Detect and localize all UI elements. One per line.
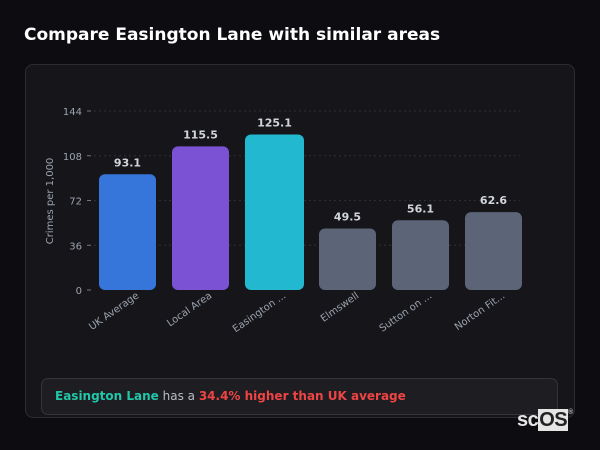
data-label: 62.6 (480, 194, 507, 207)
x-tick-label: Sutton on ... (378, 290, 435, 334)
bar (245, 134, 304, 290)
x-tick-label: Easington ... (231, 290, 288, 335)
x-tick-label: Local Area (165, 290, 214, 329)
y-tick-label: 72 (69, 197, 82, 208)
bar (319, 228, 376, 290)
page-title: Compare Easington Lane with similar area… (24, 25, 441, 45)
comparison-stat: 34.4% higher than UK average (198, 389, 406, 403)
data-label: 115.5 (183, 128, 218, 141)
bar (465, 212, 522, 290)
x-tick-label: UK Average (87, 290, 141, 332)
data-label: 49.5 (334, 210, 361, 223)
area-name: Easington Lane (55, 389, 159, 403)
y-tick-label: 36 (69, 241, 82, 252)
y-tick-label: 0 (76, 286, 82, 297)
bar (99, 174, 156, 290)
y-axis-label: Crimes per 1,000 (45, 158, 56, 245)
summary-box: Easington Lane has a 34.4% higher than U… (41, 378, 558, 415)
summary-text: has a (158, 389, 199, 403)
data-label: 93.1 (114, 156, 141, 169)
y-tick-label: 144 (63, 107, 82, 118)
bar (172, 146, 229, 290)
x-tick-label: Norton Fit... (453, 290, 507, 333)
y-tick-label: 108 (63, 152, 82, 163)
data-label: 56.1 (407, 202, 434, 215)
data-label: 125.1 (257, 116, 292, 129)
watermark-logo: scOS® (517, 409, 573, 431)
x-tick-label: Elmswell (319, 290, 361, 324)
bar (392, 220, 449, 290)
